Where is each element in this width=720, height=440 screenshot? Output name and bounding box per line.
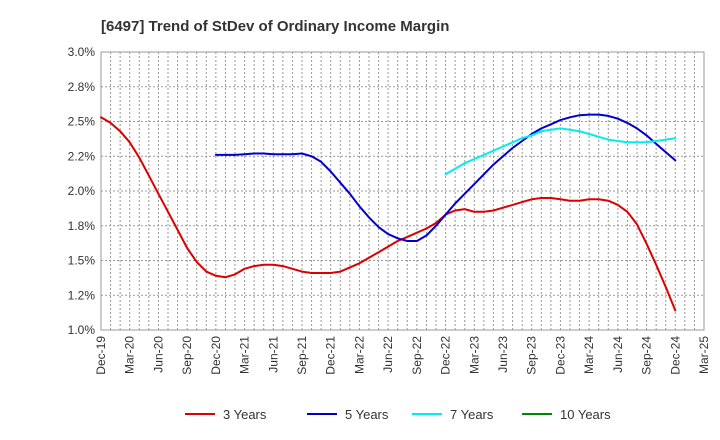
x-tick-label: Mar-25 [697,336,711,374]
axes: 3.0%2.8%2.5%2.2%2.0%1.8%1.5%1.2%1.0%Dec-… [68,45,711,375]
x-tick-label: Sep-23 [525,336,539,375]
x-tick-label: Sep-22 [410,336,424,375]
chart-title: [6497] Trend of StDev of Ordinary Income… [101,18,449,35]
series-line-5-years [214,113,677,242]
y-tick-label: 2.2% [68,149,96,163]
x-tick-label: Jun-22 [381,336,395,373]
y-tick-label: 2.8% [68,80,96,94]
y-tick-label: 1.8% [68,219,96,233]
legend-label: 3 Years [223,407,267,422]
y-tick-label: 3.0% [68,45,96,59]
x-tick-label: Dec-24 [668,336,682,375]
x-tick-label: Dec-23 [553,336,567,375]
legend-label: 7 Years [450,407,494,422]
series-line-3-years [100,116,677,312]
series-lines [100,113,677,312]
x-tick-label: Mar-20 [123,336,137,374]
x-tick-label: Sep-21 [295,336,309,375]
legend-label: 10 Years [560,407,611,422]
series-line-7-years [444,127,677,176]
x-tick-label: Dec-20 [209,336,223,375]
x-tick-label: Dec-19 [94,336,108,375]
x-tick-label: Sep-24 [640,336,654,375]
x-tick-label: Sep-20 [180,336,194,375]
x-tick-label: Mar-24 [582,336,596,374]
x-tick-label: Mar-21 [238,336,252,374]
x-tick-label: Dec-22 [439,336,453,375]
x-tick-label: Jun-20 [151,336,165,373]
y-tick-label: 2.0% [68,184,96,198]
x-tick-label: Dec-21 [324,336,338,375]
y-tick-label: 1.2% [68,288,96,302]
x-tick-label: Jun-21 [266,336,280,373]
x-tick-label: Jun-23 [496,336,510,373]
legend: 3 Years 5 Years 7 Years 10 Years [185,407,611,422]
y-tick-label: 1.0% [68,323,96,337]
y-tick-label: 1.5% [68,254,96,268]
x-tick-label: Mar-22 [352,336,366,374]
grid [100,51,705,331]
x-tick-label: Mar-23 [467,336,481,374]
y-tick-label: 2.5% [68,115,96,129]
x-tick-label: Jun-24 [611,336,625,373]
legend-label: 5 Years [345,407,389,422]
